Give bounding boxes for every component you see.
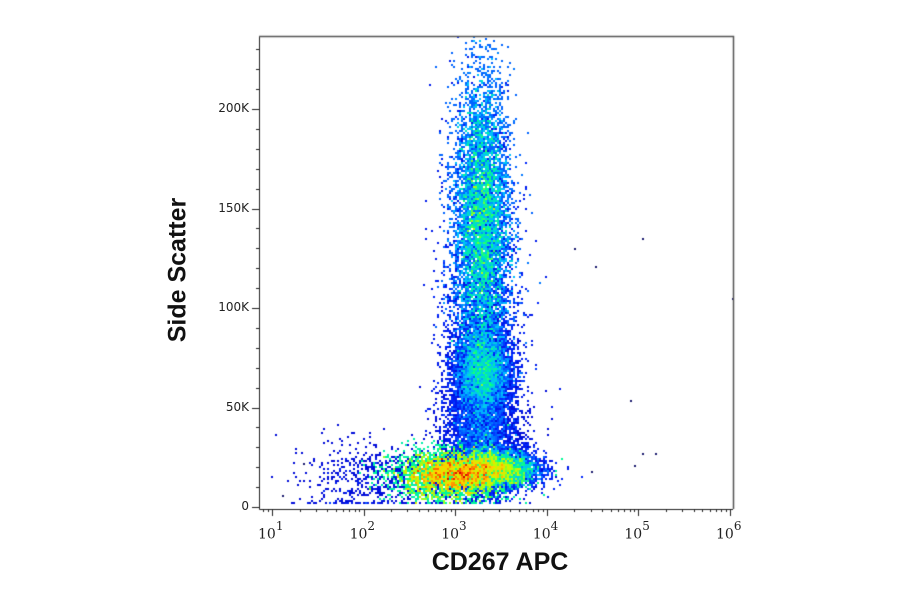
y-tick-label: 0 (241, 499, 249, 513)
x-tick-label: 101 (258, 519, 284, 543)
x-tick-label: 106 (716, 519, 742, 543)
x-tick-label: 104 (532, 519, 559, 543)
y-tick-label: 150K (218, 200, 249, 215)
x-tick-label: 103 (441, 519, 467, 543)
y-tick-label: 200K (218, 101, 249, 115)
x-axis-title: CD267 APC (431, 548, 569, 576)
x-tick-label: 105 (624, 519, 650, 543)
y-axis-title-wrap: Side Scatter (148, 120, 208, 420)
x-tick-label: 102 (349, 519, 376, 543)
y-tick-label: 100K (218, 300, 249, 314)
y-tick-label: 50K (225, 399, 249, 414)
y-axis-title: Side Scatter (163, 197, 192, 343)
